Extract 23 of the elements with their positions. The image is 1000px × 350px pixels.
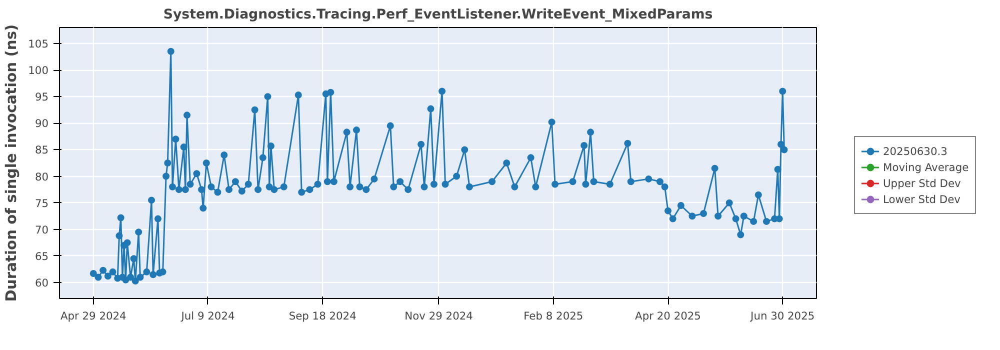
x-tick-label: Sep 18 2024: [288, 310, 357, 322]
x-tick-label: Nov 29 2024: [404, 310, 474, 322]
y-tick-label: 100: [28, 64, 49, 78]
legend-label: Moving Average: [883, 160, 969, 175]
x-tick-label: Feb 8 2025: [524, 310, 584, 322]
y-tick-label: 60: [34, 276, 49, 290]
y-tick-label: 70: [34, 223, 49, 236]
y-tick-label: 80: [34, 170, 49, 184]
legend-label: Lower Std Dev: [883, 192, 960, 207]
y-tick-label: 85: [34, 144, 49, 157]
y-axis-title: Duration of single invocation (ns): [3, 24, 20, 302]
x-tick-label: Jul 9 2024: [180, 310, 235, 322]
legend-label: 20250630.3: [883, 144, 948, 159]
x-tick-label: Apr 29 2024: [60, 310, 127, 322]
x-tick-label: Apr 20 2025: [635, 310, 701, 322]
x-tick-label: Jun 30 2025: [750, 310, 815, 322]
chart-title: System.Diagnostics.Tracing.Perf_EventListener.WriteEvent_MixedParams: [163, 8, 713, 22]
y-tick-label: 75: [34, 196, 49, 210]
y-tick-label: 65: [34, 250, 49, 263]
y-tick-label: 95: [34, 90, 49, 104]
legend-label: Upper Std Dev: [883, 176, 961, 191]
y-tick-label: 90: [34, 117, 49, 130]
y-tick-label: 105: [28, 37, 49, 50]
